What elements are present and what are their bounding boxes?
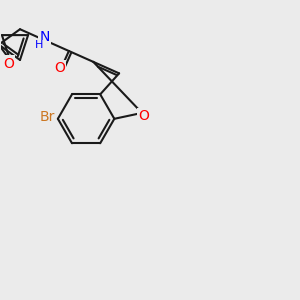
Text: Br: Br	[40, 110, 55, 124]
Text: O: O	[3, 56, 14, 70]
Text: H: H	[35, 40, 43, 50]
Text: O: O	[138, 110, 149, 124]
Text: O: O	[54, 61, 65, 75]
Text: N: N	[39, 30, 50, 44]
